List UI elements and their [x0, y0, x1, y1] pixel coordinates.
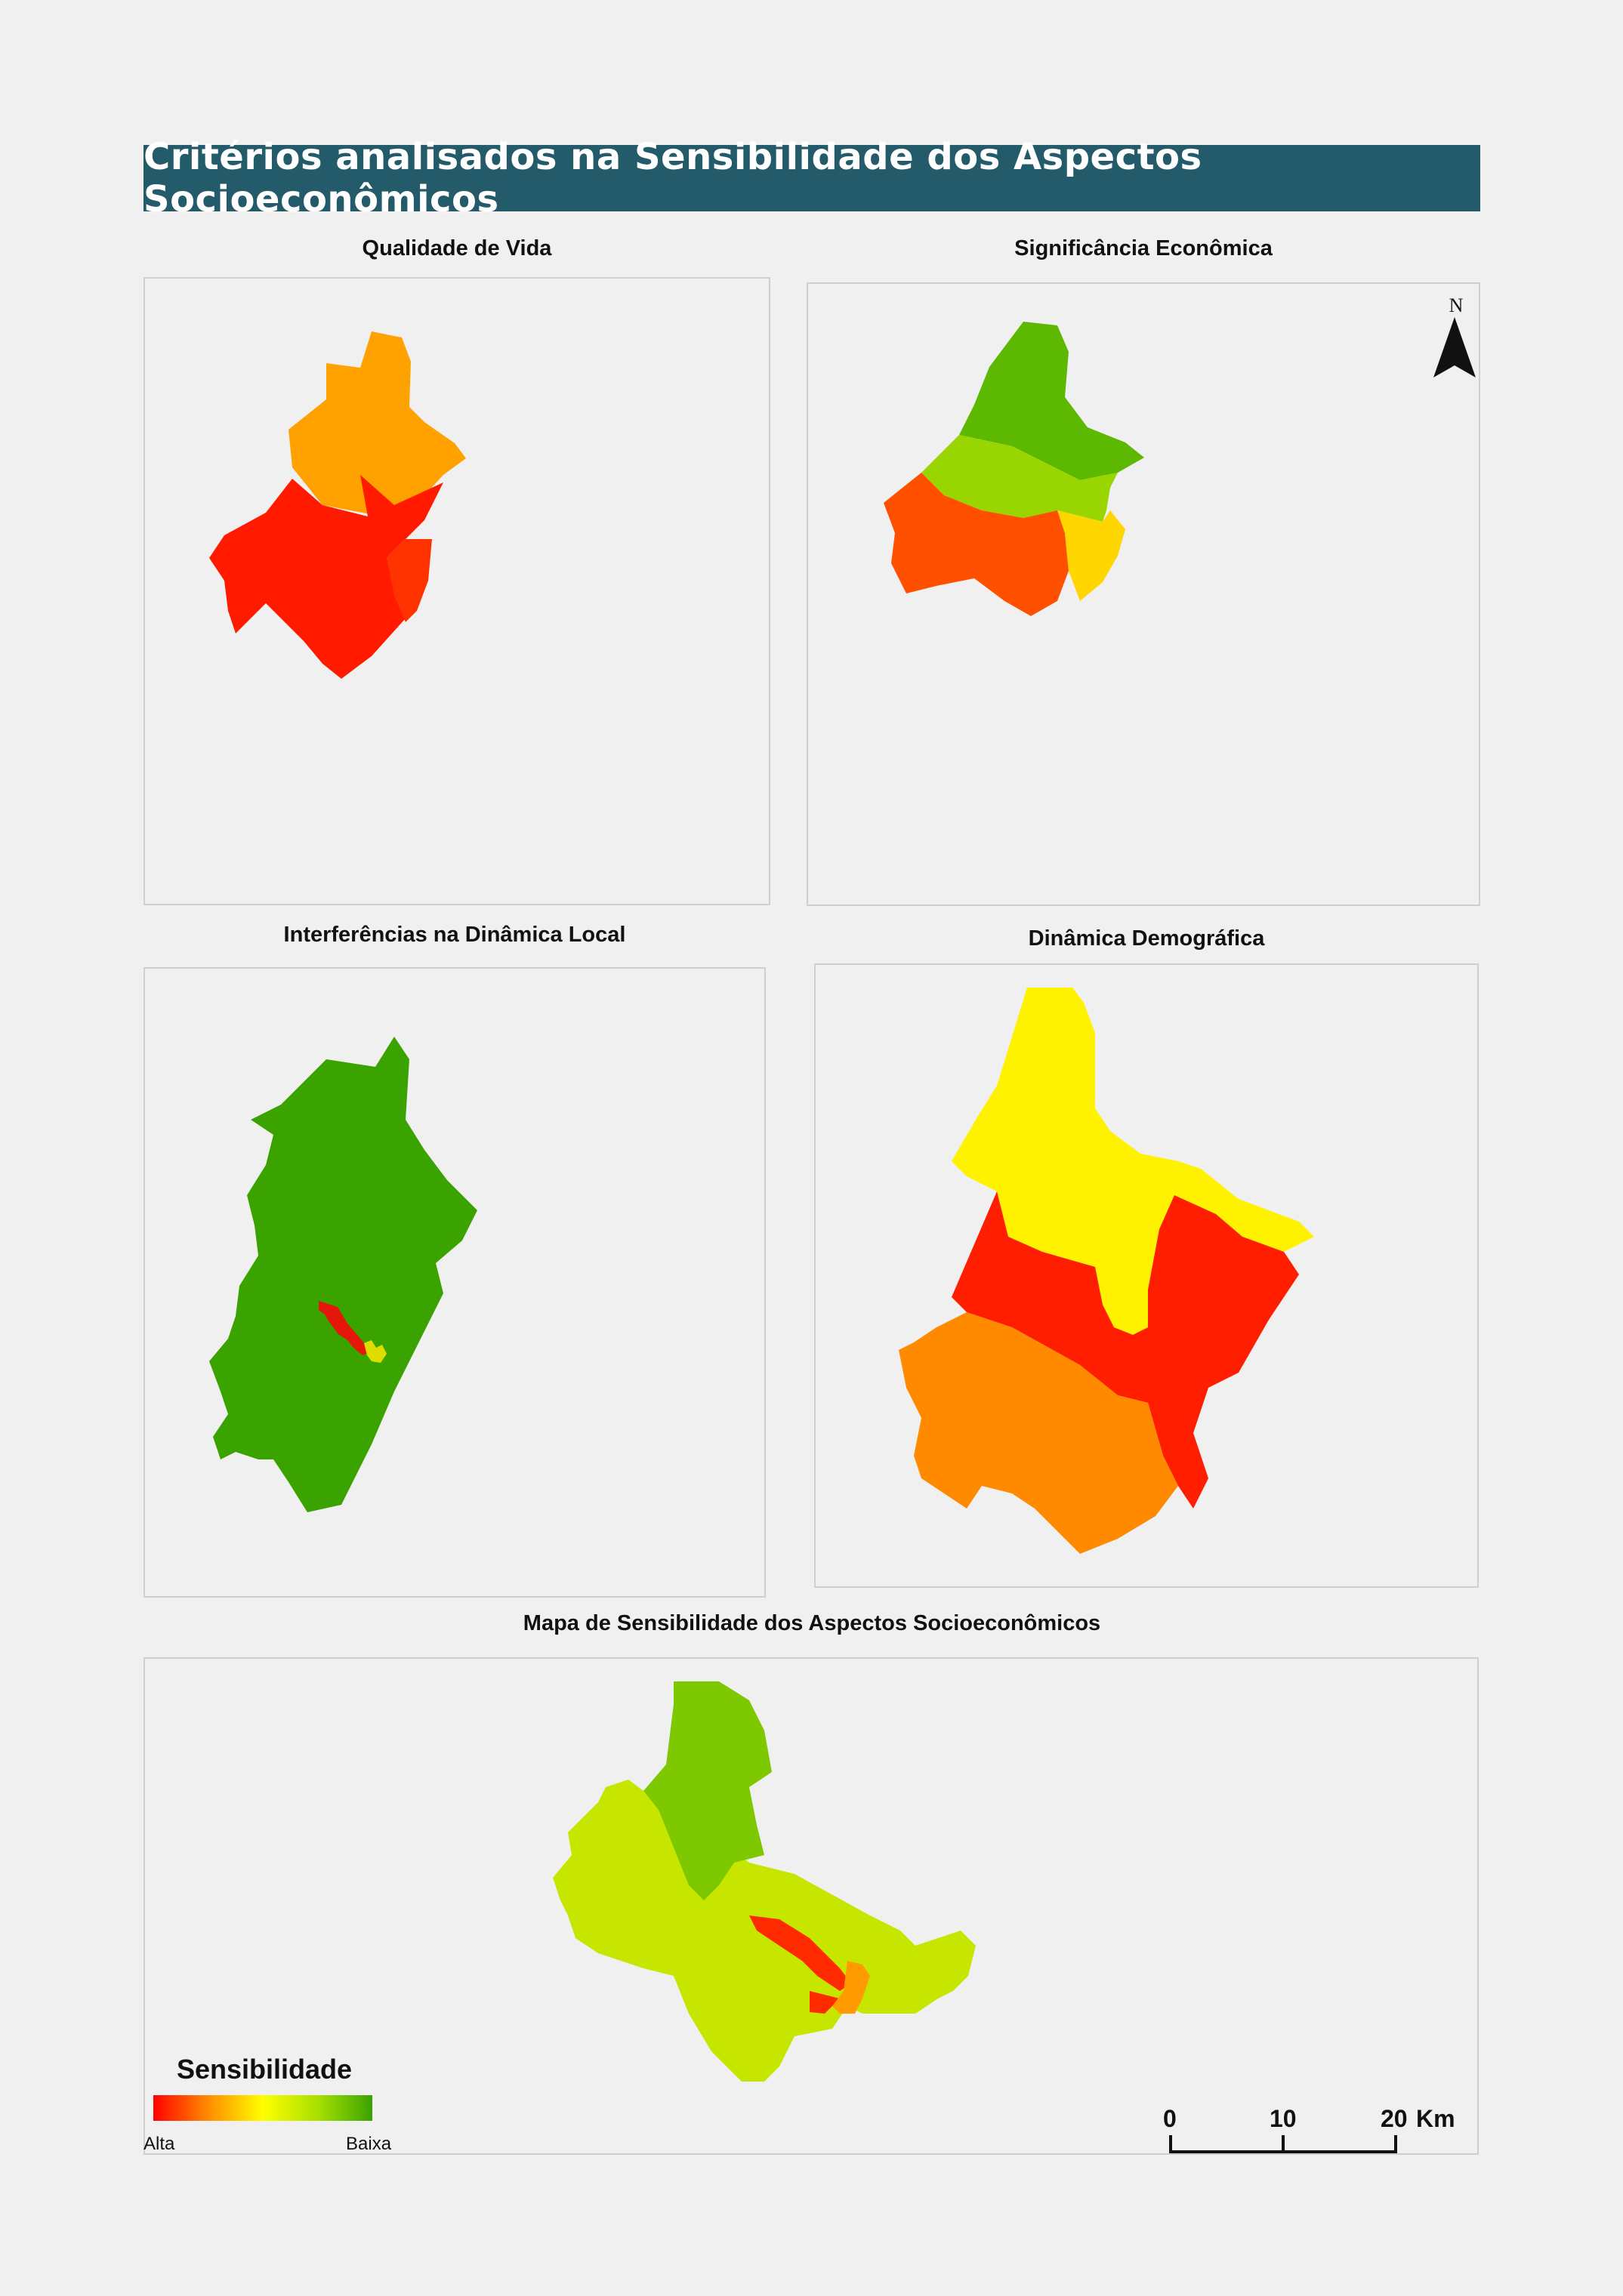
scale-label-20: 20	[1381, 2105, 1408, 2132]
interferencias-title: Interferências na Dinâmica Local	[283, 923, 626, 947]
scale-unit: Km	[1416, 2105, 1455, 2132]
dd-region-north	[952, 988, 1314, 1335]
title-banner: Critérios analisados na Sensibilidade do…	[143, 136, 1480, 220]
scale-label-10: 10	[1270, 2105, 1297, 2132]
interferencias-map	[143, 967, 766, 1598]
scale-label-0: 0	[1163, 2105, 1177, 2132]
se-region-southwest	[884, 473, 1069, 616]
qv-region-southwest	[209, 475, 443, 679]
significancia-title: Significância Econômica	[1014, 236, 1273, 260]
il-corridor-mid	[364, 1340, 387, 1363]
il-region-main	[209, 1037, 477, 1512]
se-region-middle	[921, 435, 1118, 522]
se-region-east	[1057, 510, 1125, 601]
north-arrow: N	[1433, 294, 1479, 385]
qualidade-vida-title: Qualidade de Vida	[362, 236, 552, 260]
north-arrow-icon	[1433, 317, 1476, 378]
fm-corridor-high	[749, 1915, 851, 2014]
legend-low-label: Alta	[143, 2134, 175, 2154]
page-title: Critérios analisados na Sensibilidade do…	[143, 136, 1202, 220]
significancia-map: N	[807, 282, 1480, 906]
final-map	[143, 1657, 1479, 2155]
se-region-north	[959, 322, 1144, 480]
final-map-title: Mapa de Sensibilidade dos Aspectos Socio…	[523, 1611, 1101, 1635]
legend-high-label: Baixa	[346, 2134, 392, 2154]
fm-region-north	[643, 1681, 772, 1900]
qualidade-vida-map	[143, 277, 770, 905]
scale-bar	[1169, 2135, 1397, 2153]
dd-region-central	[952, 1191, 1299, 1509]
legend-title: Sensibilidade	[177, 2054, 353, 2085]
qv-region-north	[288, 331, 466, 520]
legend-gradient-bar	[153, 2095, 372, 2121]
dinamica-title: Dinâmica Demográfica	[1028, 926, 1265, 951]
dd-region-southwest	[899, 1312, 1178, 1554]
fm-corridor-mid	[832, 1961, 870, 2014]
north-label: N	[1449, 294, 1464, 316]
dinamica-map	[814, 963, 1479, 1588]
il-corridor-high	[319, 1301, 370, 1355]
qv-region-southeast	[387, 539, 432, 622]
